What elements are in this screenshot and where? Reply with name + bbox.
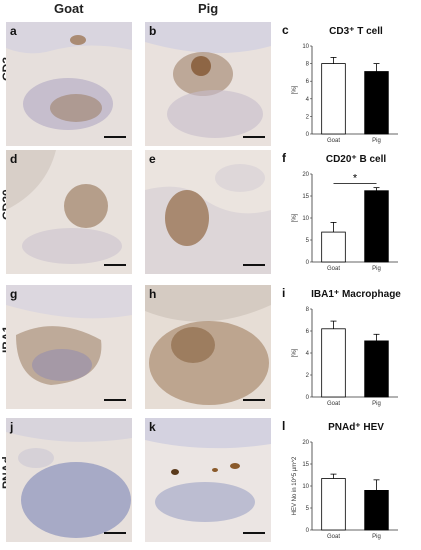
- scale-bar: [243, 136, 265, 138]
- x-tick-label: Goat: [327, 266, 340, 272]
- x-tick-label: Goat: [327, 138, 340, 144]
- y-tick-label: 5: [306, 506, 310, 512]
- y-tick-label: 0: [306, 395, 310, 401]
- scale-bar: [104, 532, 126, 534]
- y-tick-label: 20: [302, 440, 309, 446]
- chart-title: IBA1⁺ Macrophage: [311, 289, 401, 300]
- y-tick-label: 4: [306, 97, 310, 103]
- chart-title: PNAd⁺ HEV: [328, 422, 384, 433]
- y-axis-label: [%]: [292, 348, 298, 357]
- panel-letter: a: [10, 24, 17, 38]
- bar-pig: [364, 71, 389, 135]
- panel-letter: g: [10, 287, 18, 301]
- x-tick-label: Goat: [327, 534, 340, 540]
- x-tick-label: Pig: [372, 534, 381, 540]
- chart-svg: l PNAd⁺ HEV 0 5 10 15 20 HEV No in 10^5 µm^2 Goa…: [282, 419, 398, 540]
- y-tick-label: 10: [302, 216, 309, 222]
- chart-panel-c: c CD3⁺ T cell 0 2 4 6 8 10 [%] Goat Pig: [278, 22, 416, 146]
- chart-panel-i: i IBA1⁺ Macrophage 0 2 4 6 8 [%] Goat Pig: [278, 285, 416, 409]
- bar-pig: [364, 340, 389, 398]
- panel-letter: i: [282, 286, 285, 300]
- y-tick-label: 0: [306, 528, 310, 534]
- y-tick-label: 10: [302, 484, 309, 490]
- y-tick-label: 0: [306, 260, 310, 266]
- y-tick-label: 2: [306, 114, 310, 120]
- y-axis-label: [%]: [292, 85, 298, 94]
- tissue-image: [6, 150, 132, 274]
- tissue-image: [6, 22, 132, 146]
- micrograph-iba1-goat: g: [6, 285, 132, 409]
- significance-marker: *: [353, 173, 358, 185]
- bar-goat: [321, 63, 346, 135]
- scale-bar: [104, 136, 126, 138]
- scale-bar: [243, 399, 265, 401]
- column-header-goat: Goat: [54, 1, 84, 16]
- micrograph-iba1-pig: h: [145, 285, 271, 409]
- y-tick-label: 8: [306, 62, 310, 68]
- y-tick-label: 6: [306, 79, 310, 85]
- panel-letter: f: [282, 151, 287, 165]
- panel-letter: h: [149, 287, 157, 301]
- tissue-image: [145, 285, 271, 409]
- x-tick-label: Pig: [372, 266, 381, 272]
- y-tick-label: 5: [306, 238, 310, 244]
- panel-letter: e: [149, 152, 156, 166]
- chart-svg: i IBA1⁺ Macrophage 0 2 4 6 8 [%] Goat Pig: [282, 286, 401, 407]
- chart-svg: c CD3⁺ T cell 0 2 4 6 8 10 [%] Goat Pig: [282, 23, 398, 144]
- scale-bar: [243, 264, 265, 266]
- micrograph-cd3-goat: a: [6, 22, 132, 146]
- y-tick-label: 2: [306, 373, 310, 379]
- micrograph-cd20-pig: e: [145, 150, 271, 274]
- scale-bar: [243, 532, 265, 534]
- y-tick-label: 20: [302, 172, 309, 178]
- tissue-image: [145, 418, 271, 542]
- bar-pig: [364, 490, 389, 531]
- y-tick-label: 8: [306, 307, 310, 313]
- y-tick-label: 15: [302, 194, 309, 200]
- micrograph-pnad-goat: j: [6, 418, 132, 542]
- tissue-image: [6, 418, 132, 542]
- y-axis-label: HEV No in 10^5 µm^2: [292, 456, 298, 515]
- scale-bar: [104, 264, 126, 266]
- y-tick-label: 15: [302, 462, 309, 468]
- y-axis-label: [%]: [292, 213, 298, 222]
- y-tick-label: 10: [302, 44, 309, 50]
- chart-title: CD3⁺ T cell: [329, 26, 383, 37]
- column-header-pig: Pig: [198, 1, 219, 16]
- chart-svg: f CD20⁺ B cell 0 5 10 15 20 [%] Goat Pig *: [282, 151, 398, 272]
- chart-panel-f: f CD20⁺ B cell 0 5 10 15 20 [%] Goat Pig *: [278, 150, 416, 274]
- y-tick-label: 0: [306, 132, 310, 138]
- panel-letter: d: [10, 152, 18, 166]
- y-tick-label: 4: [306, 351, 310, 357]
- x-tick-label: Pig: [372, 401, 381, 407]
- panel-letter: b: [149, 24, 157, 38]
- bar-goat: [321, 328, 346, 398]
- x-tick-label: Goat: [327, 401, 340, 407]
- panel-letter: k: [149, 420, 156, 434]
- x-tick-label: Pig: [372, 138, 381, 144]
- panel-letter: l: [282, 419, 285, 433]
- micrograph-cd3-pig: b: [145, 22, 271, 146]
- scale-bar: [104, 399, 126, 401]
- tissue-image: [145, 22, 271, 146]
- bar-pig: [364, 190, 389, 263]
- panel-letter: c: [282, 23, 289, 37]
- micrograph-pnad-pig: k: [145, 418, 271, 542]
- bar-goat: [321, 231, 346, 263]
- tissue-image: [145, 150, 271, 274]
- micrograph-cd20-goat: d: [6, 150, 132, 274]
- y-tick-label: 6: [306, 329, 310, 335]
- panel-letter: j: [10, 420, 14, 434]
- chart-panel-l: l PNAd⁺ HEV 0 5 10 15 20 HEV No in 10^5 µm^2 Goa…: [278, 418, 416, 542]
- chart-title: CD20⁺ B cell: [326, 154, 387, 165]
- tissue-image: [6, 285, 132, 409]
- bar-goat: [321, 478, 346, 531]
